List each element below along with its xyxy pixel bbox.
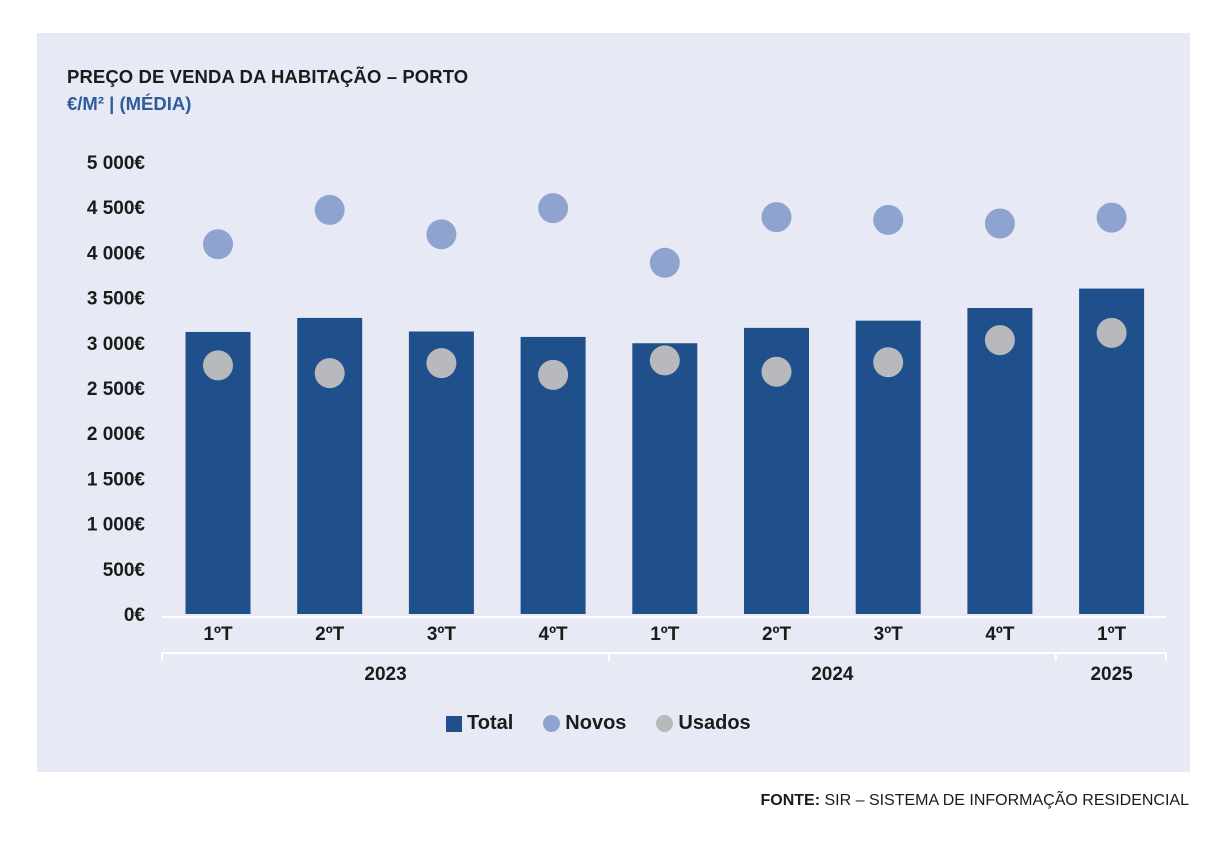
x-tick-label: 1ºT xyxy=(1097,624,1127,645)
source-note: FONTE: SIR – SISTEMA DE INFORMAÇÃO RESID… xyxy=(760,792,1189,810)
point-novos xyxy=(873,204,904,235)
bar-total xyxy=(632,343,698,614)
y-tick-label: 3 000€ xyxy=(87,334,146,355)
point-usados xyxy=(984,325,1015,356)
point-usados xyxy=(1096,317,1127,348)
point-novos xyxy=(761,202,792,233)
point-novos xyxy=(426,219,457,250)
point-usados xyxy=(203,350,233,381)
point-usados xyxy=(426,348,457,379)
source-text: SIR – SISTEMA DE INFORMAÇÃO RESIDENCIAL xyxy=(820,792,1189,809)
bar-total xyxy=(408,331,474,614)
legend-swatch-novos xyxy=(543,715,561,732)
chart-title: PREÇO DE VENDA DA HABITAÇÃO – PORTO xyxy=(67,66,469,87)
legend: Total Novos Usados xyxy=(446,712,751,735)
legend-label-total: Total xyxy=(467,712,514,734)
x-group-label: 2024 xyxy=(811,664,854,685)
point-novos xyxy=(1096,202,1127,233)
source-prefix: FONTE: xyxy=(760,792,821,809)
x-tick-label: 2ºT xyxy=(762,624,792,645)
point-usados xyxy=(873,347,904,378)
point-novos xyxy=(203,229,233,260)
y-tick-label: 2 500€ xyxy=(87,379,146,400)
legend-label-novos: Novos xyxy=(565,712,627,734)
x-group-label: 2025 xyxy=(1090,664,1133,685)
y-tick-label: 1 500€ xyxy=(87,469,146,490)
x-tick-label: 4ºT xyxy=(539,624,569,645)
y-tick-label: 1 000€ xyxy=(87,515,146,536)
chart-subtitle: €/M² | (MÉDIA) xyxy=(67,93,192,114)
y-tick-label: 500€ xyxy=(103,560,146,581)
legend-item-usados: Usados xyxy=(656,712,751,735)
x-group-label: 2023 xyxy=(364,664,406,685)
point-usados xyxy=(761,356,792,387)
point-usados xyxy=(314,358,345,389)
y-tick-label: 0€ xyxy=(124,605,146,626)
legend-item-novos: Novos xyxy=(543,712,626,735)
x-tick-label: 4ºT xyxy=(985,624,1015,645)
bar-total xyxy=(967,307,1033,614)
point-novos xyxy=(538,193,569,224)
y-tick-label: 2 000€ xyxy=(87,424,146,445)
legend-item-total: Total xyxy=(446,712,513,735)
y-tick-label: 4 000€ xyxy=(87,243,146,264)
point-novos xyxy=(984,208,1015,239)
legend-label-usados: Usados xyxy=(678,712,751,734)
point-novos xyxy=(314,194,345,225)
legend-swatch-usados xyxy=(656,715,674,732)
x-tick-label: 1ºT xyxy=(203,624,233,645)
point-novos xyxy=(649,247,680,278)
legend-swatch-total xyxy=(446,715,462,732)
y-tick-label: 5 000€ xyxy=(87,153,146,174)
x-tick-label: 3ºT xyxy=(874,624,904,645)
point-usados xyxy=(538,359,569,390)
x-tick-label: 3ºT xyxy=(427,624,457,645)
y-tick-label: 3 500€ xyxy=(87,289,146,310)
point-usados xyxy=(649,345,680,376)
x-tick-label: 1ºT xyxy=(650,624,680,645)
y-tick-label: 4 500€ xyxy=(87,198,146,219)
x-tick-label: 2ºT xyxy=(315,624,345,645)
